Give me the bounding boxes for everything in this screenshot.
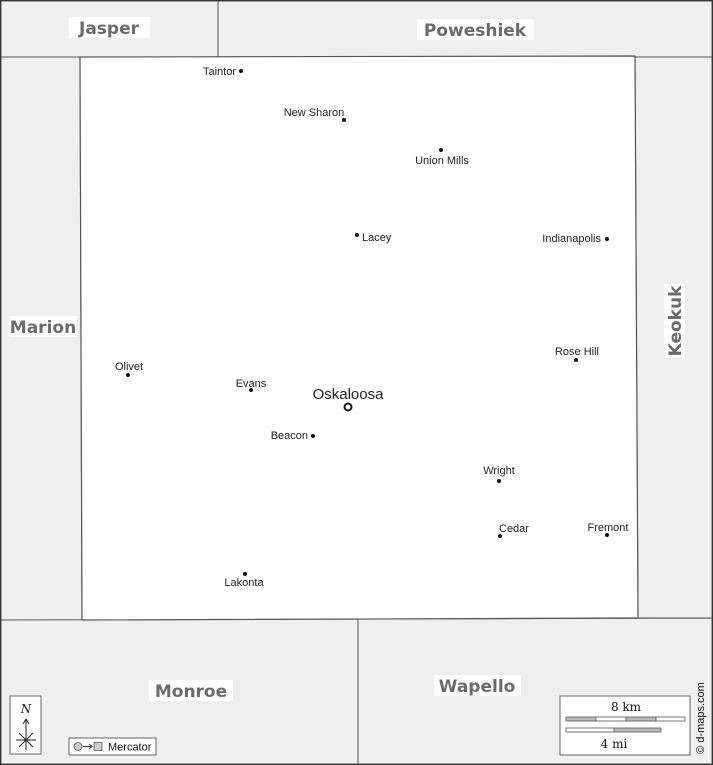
label-bg-monroe — [149, 680, 233, 701]
town-dot-union-mills[interactable] — [439, 148, 443, 152]
scale-bar: 8 km 4 mi — [559, 695, 691, 756]
town-dot-cedar[interactable] — [498, 534, 502, 538]
county-seat-marker[interactable] — [343, 402, 353, 412]
scale-bar-km-label: 8 km — [611, 700, 642, 714]
region-marion[interactable] — [0, 56, 83, 621]
projection-box: Mercator — [68, 737, 157, 756]
town-label-fremont: Fremont — [588, 522, 629, 534]
scale-bar-mi — [565, 727, 662, 733]
town-dot-fremont[interactable] — [605, 533, 609, 537]
county-mahaska[interactable] — [79, 55, 639, 621]
county-seat-label: Oskaloosa — [313, 386, 385, 403]
town-label-beacon: Beacon — [271, 430, 308, 442]
neighbor-label-marion: Marion — [10, 318, 76, 338]
scale-bar-km — [565, 716, 686, 722]
town-label-rose-hill: Rose Hill — [555, 346, 599, 358]
neighbor-label-wapello: Wapello — [439, 677, 516, 697]
town-dots — [126, 69, 609, 576]
town-label-union-mills: Union Mills — [415, 155, 469, 167]
neighbor-label-monroe: Monroe — [155, 682, 227, 702]
town-label-lacey: Lacey — [362, 232, 392, 244]
compass-rose-icon — [16, 718, 36, 750]
neighbor-label-jasper: Jasper — [78, 19, 140, 39]
compass: N — [9, 695, 42, 755]
town-dot-evans[interactable] — [249, 388, 253, 392]
label-bg-keokuk — [664, 284, 685, 358]
town-label-cedar: Cedar — [499, 523, 529, 535]
credit-text: © d-maps.com — [695, 682, 707, 754]
projection-label: Mercator — [108, 742, 152, 754]
scale-bar-mi-label: 4 mi — [601, 737, 628, 751]
label-bg-jasper — [69, 17, 150, 38]
town-label-taintor: Taintor — [203, 66, 236, 78]
town-label-indianapolis: Indianapolis — [542, 233, 601, 245]
label-bg-wapello — [434, 675, 521, 696]
town-label-new-sharon: New Sharon — [284, 107, 345, 119]
neighbor-label-keokuk: Keokuk — [666, 285, 686, 356]
town-label-wright: Wright — [483, 465, 515, 477]
town-dot-beacon[interactable] — [311, 434, 315, 438]
town-dot-indianapolis[interactable] — [605, 237, 609, 241]
neighbor-label-poweshiek: Poweshiek — [424, 21, 527, 41]
town-dot-lacey[interactable] — [355, 233, 359, 237]
label-bg-marion — [9, 316, 77, 337]
projection-icon — [73, 742, 103, 751]
town-label-lakonta: Lakonta — [224, 577, 264, 589]
town-dot-wright[interactable] — [497, 479, 501, 483]
town-label-olivet: Olivet — [115, 361, 143, 373]
compass-north-label: N — [20, 702, 32, 716]
town-dot-new-sharon[interactable] — [342, 118, 346, 122]
town-dot-olivet[interactable] — [126, 373, 130, 377]
label-bg-poweshiek — [417, 19, 534, 40]
town-dot-lakonta[interactable] — [243, 572, 247, 576]
town-label-evans: Evans — [236, 378, 267, 390]
town-dot-rose-hill[interactable] — [574, 358, 578, 362]
town-dot-taintor[interactable] — [239, 69, 243, 73]
